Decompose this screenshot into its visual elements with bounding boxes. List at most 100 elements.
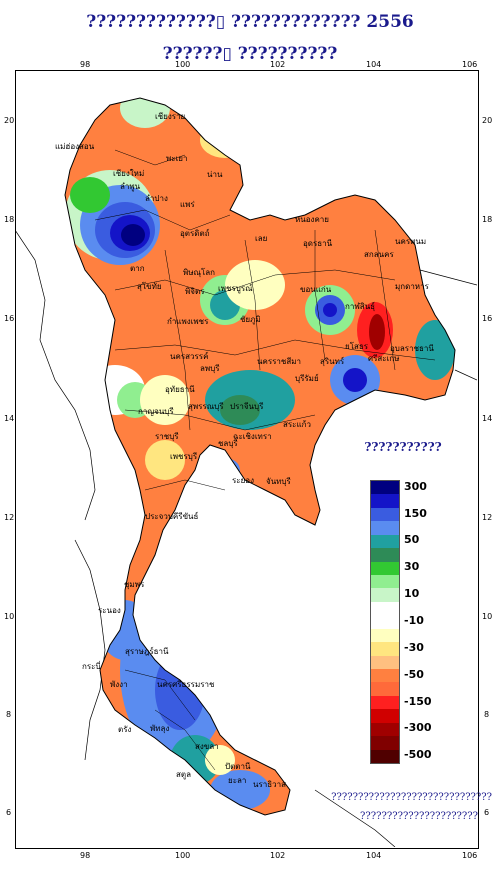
province-label: เชียงใหม่ (113, 169, 145, 178)
province-label: ปราจีนบุรี (230, 402, 264, 411)
province-label: ราชบุรี (155, 432, 179, 441)
map-title-line1: ?????????????▯ ????????????? 2556 (86, 12, 414, 32)
province-label: นครศรีธรรมราช (157, 680, 215, 689)
legend-title: ??????????? (364, 440, 442, 454)
legend-label: 150 (404, 506, 427, 520)
legend-label: -300 (404, 721, 432, 735)
x-tick-bottom-100: 100 (175, 851, 191, 860)
province-label: กาญจนบุรี (138, 407, 174, 416)
legend-swatch (371, 507, 399, 522)
province-label: ศรีสะเกษ (368, 354, 400, 363)
y-tick-right-18: 18 (482, 215, 493, 224)
province-label: เพชรบุรี (170, 452, 198, 461)
y-tick-left-8: 8 (6, 710, 12, 719)
footnote-line1: ?????????????????????????????? (331, 792, 492, 803)
y-tick-left-16: 16 (4, 314, 15, 323)
province-label: มุกดาหาร (395, 282, 429, 291)
x-tick-top-100: 100 (175, 60, 191, 69)
province-label: นครพนม (395, 237, 427, 246)
legend-swatch (371, 534, 399, 549)
legend-swatch (371, 601, 399, 616)
province-label: สุราษฎร์ธานี (125, 647, 169, 656)
legend-swatch (371, 655, 399, 670)
province-label: สุรินทร์ (320, 357, 345, 366)
y-tick-right-8: 8 (484, 710, 490, 719)
province-label: เพชรบูรณ์ (218, 284, 253, 293)
y-tick-right-16: 16 (482, 314, 493, 323)
province-label: ตรัง (118, 725, 132, 734)
legend-label: 30 (404, 560, 420, 574)
province-label: น่าน (207, 170, 223, 179)
x-tick-top-98: 98 (80, 60, 91, 69)
y-tick-right-20: 20 (482, 116, 493, 125)
province-label: สงขลา (195, 742, 219, 751)
province-label: แม่ฮ่องสอน (55, 142, 95, 151)
legend-swatch (371, 682, 399, 697)
province-label: พิษณุโลก (183, 268, 216, 277)
legend-swatch (371, 494, 399, 509)
province-label: ลพบุรี (200, 364, 220, 373)
province-label: พิจิตร (185, 287, 205, 296)
province-label: กำแพงเพชร (167, 317, 209, 326)
neighbour-outlines (15, 229, 477, 847)
province-label: กาฬสินธุ์ (345, 302, 376, 311)
province-label: หนองคาย (295, 215, 329, 224)
province-label: ปัตตานี (225, 762, 251, 771)
province-label: ประจวบคีรีขันธ์ (145, 512, 199, 521)
province-label: สตูล (176, 770, 191, 779)
rainfall-anomaly-blobs (65, 98, 455, 810)
legend-label: 10 (404, 587, 420, 601)
legend-swatch (371, 722, 399, 737)
province-label: อุดรธานี (303, 239, 333, 248)
province-label: ยโสธร (345, 342, 369, 351)
province-label: นราธิวาส (253, 780, 287, 789)
province-label: เชียงราย (155, 112, 186, 121)
legend-swatch (371, 575, 399, 589)
province-label: จันทบุรี (266, 477, 291, 486)
legend-label: 50 (404, 533, 420, 547)
legend-label: -50 (404, 667, 424, 681)
thailand-outline (64, 97, 456, 816)
y-tick-left-20: 20 (4, 116, 15, 125)
province-label: ระยอง (232, 476, 254, 485)
legend-swatch (371, 736, 399, 751)
province-label: พังงา (110, 680, 128, 689)
province-label: ยะลา (228, 776, 247, 785)
y-tick-left-10: 10 (4, 612, 15, 621)
legend-swatch (371, 628, 399, 643)
x-tick-bottom-104: 104 (366, 851, 382, 860)
province-label: สุพรรณบุรี (188, 402, 224, 411)
map-title-line2: ??????▯ ?????????? (162, 44, 338, 64)
legend-label: -500 (404, 748, 432, 762)
province-label: ชลบุรี (218, 439, 238, 448)
x-tick-bottom-98: 98 (80, 851, 91, 860)
y-tick-right-14: 14 (482, 414, 493, 423)
legend-swatch (371, 749, 399, 764)
legend-swatch (371, 561, 399, 576)
legend-swatch (371, 615, 399, 630)
x-tick-top-106: 106 (462, 60, 478, 69)
y-tick-left-18: 18 (4, 215, 15, 224)
province-label: พะเยา (166, 154, 188, 163)
province-label: ลำพูน (120, 182, 141, 191)
province-label: เลย (255, 234, 268, 243)
province-label: นครราชสีมา (257, 357, 301, 366)
y-tick-left-14: 14 (4, 414, 15, 423)
legend-colorbar (370, 480, 400, 764)
legend-swatch (371, 642, 399, 657)
x-tick-bottom-106: 106 (462, 851, 478, 860)
province-label: นครสวรรค์ (170, 352, 209, 361)
province-label: กระบี่ (82, 662, 101, 671)
province-label: สระแก้ว (283, 420, 311, 429)
province-label: บุรีรัมย์ (295, 374, 319, 383)
province-label: ชัยภูมิ (240, 315, 261, 324)
legend-swatch (371, 481, 399, 495)
province-label: ระนอง (98, 606, 121, 615)
legend-swatch (371, 588, 399, 603)
legend-swatch (371, 695, 399, 710)
legend-label: -10 (404, 614, 424, 627)
legend-swatch (371, 709, 399, 724)
legend-swatch (371, 548, 399, 563)
legend-swatch (371, 521, 399, 536)
province-label: ลำปาง (145, 194, 168, 203)
